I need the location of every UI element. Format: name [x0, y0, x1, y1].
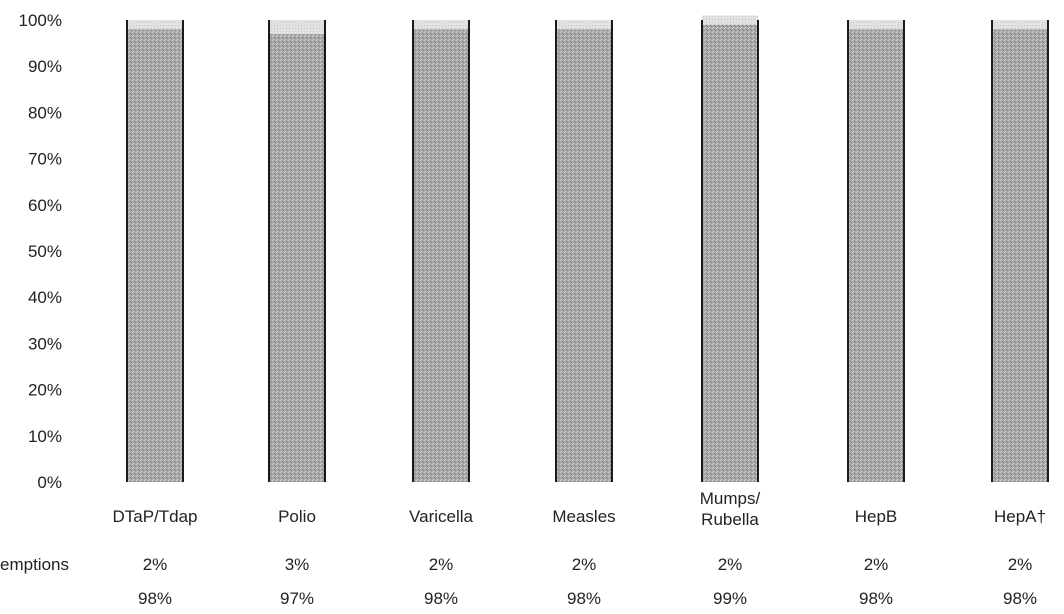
y-tick-label: 60%	[28, 196, 62, 215]
bar-segment-top	[269, 20, 325, 34]
table-cell: 98%	[567, 589, 601, 608]
x-tick-label: Varicella	[409, 507, 473, 526]
table-cell: 2%	[1008, 555, 1033, 574]
bar-segment-main	[269, 33, 325, 483]
bar-segment-main	[556, 29, 612, 483]
table-cell: 2%	[864, 555, 889, 574]
bar-segment-top	[556, 20, 612, 30]
y-tick-label: 100%	[19, 11, 62, 30]
table-cell: 98%	[424, 589, 458, 608]
table-cell: 2%	[718, 555, 743, 574]
table-cell: 98%	[859, 589, 893, 608]
y-tick-label: 90%	[28, 57, 62, 76]
x-tick-label: DTaP/Tdap	[112, 507, 197, 526]
y-tick-label: 0%	[37, 473, 62, 492]
y-tick-label: 40%	[28, 288, 62, 307]
bar-segment-main	[992, 29, 1048, 483]
x-tick-label: Polio	[278, 507, 316, 526]
bar-segment-main	[702, 24, 758, 483]
x-axis: DTaP/Tdap Polio Varicella Measles Mumps/Rube…	[112, 489, 1046, 529]
x-tick-label: HepA†	[994, 507, 1046, 526]
bar-segment-main	[127, 29, 183, 483]
y-tick-label: 10%	[28, 427, 62, 446]
x-tick-label: Mumps/Rubella	[700, 489, 761, 529]
bars	[126, 15, 1049, 483]
y-tick-label: 50%	[28, 242, 62, 261]
bar-segment-top	[413, 20, 469, 30]
bar-segment-main	[413, 29, 469, 483]
y-tick-label: 20%	[28, 381, 62, 400]
y-axis: 0% 10% 20% 30% 40% 50% 60% 70% 80% 90% 100%	[19, 11, 62, 492]
table-cell: 97%	[280, 589, 314, 608]
bar-segment-main	[848, 29, 904, 483]
data-table: emptions 2% 3% 2% 2% 2% 2% 2% 98% 97% 98% 98% 99% 98%…	[0, 555, 1037, 608]
table-cell: 2%	[572, 555, 597, 574]
bar-segment-top	[127, 20, 183, 30]
bar-segment-top	[702, 15, 758, 25]
table-cell: 98%	[138, 589, 172, 608]
y-tick-label: 30%	[28, 334, 62, 353]
y-tick-label: 70%	[28, 150, 62, 169]
table-cell: 3%	[285, 555, 310, 574]
table-cell: 98%	[1003, 589, 1037, 608]
x-tick-label: HepB	[855, 507, 898, 526]
table-cell: 2%	[143, 555, 168, 574]
table-cell: 2%	[429, 555, 454, 574]
table-cell: 99%	[713, 589, 747, 608]
bar-segment-top	[992, 20, 1048, 30]
bar-segment-top	[848, 20, 904, 30]
y-tick-label: 80%	[28, 103, 62, 122]
x-tick-label: Measles	[552, 507, 615, 526]
table-row-label: emptions	[0, 555, 69, 574]
